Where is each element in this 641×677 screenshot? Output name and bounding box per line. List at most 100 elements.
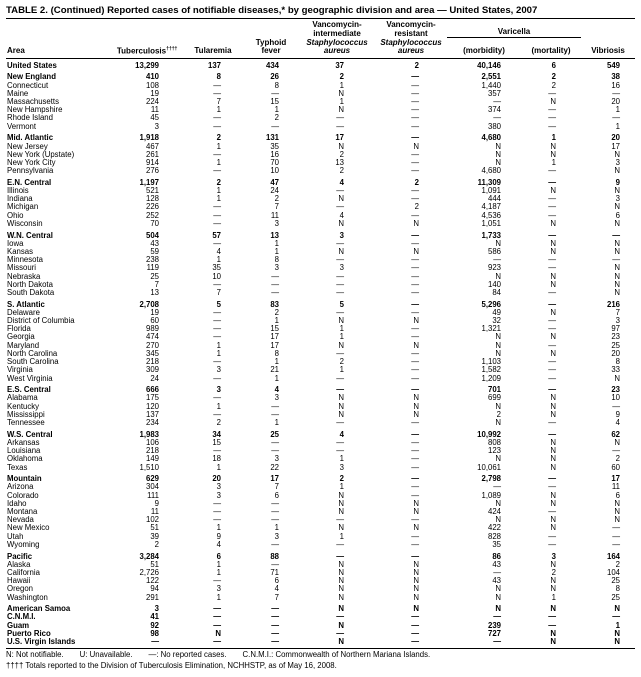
value-cell: N (215, 629, 221, 638)
value-cell: 1 (216, 256, 221, 265)
value-cell: 444 (487, 195, 501, 204)
value-cell: — (612, 402, 621, 411)
value-cell: 3 (274, 455, 279, 464)
value-cell: — (411, 211, 419, 220)
value-cell: 1 (216, 195, 221, 204)
value-cell: — (548, 203, 557, 212)
value-cell: N (413, 394, 419, 403)
value-cell: N (299, 638, 375, 650)
value-cell: — (411, 532, 419, 541)
value-cell: N (550, 142, 557, 151)
table-row: North Carolina 345 1 8 — — N N 20 (6, 350, 635, 358)
value-cell: — (336, 256, 344, 265)
value-cell: 1 (339, 325, 344, 334)
area-cell: New Hampshire (7, 106, 63, 115)
value-cell: — (213, 447, 221, 456)
value-cell: — (411, 447, 419, 456)
value-cell: 1 (274, 358, 279, 367)
value-cell: — (271, 508, 279, 517)
value-cell: — (271, 272, 279, 281)
value-cell: — (411, 272, 419, 281)
value-cell: — (411, 239, 419, 248)
value-cell: — (612, 447, 621, 456)
value-cell: 2 (615, 560, 621, 569)
table-title: TABLE 2. (Continued) Reported cases of n… (6, 5, 538, 16)
value-cell: N (550, 98, 557, 106)
value-cell: 3 (274, 264, 279, 273)
value-cell: 131 (265, 133, 279, 143)
value-cell: 1 (615, 122, 621, 131)
value-cell: 2 (216, 177, 221, 187)
value-cell: N (338, 247, 344, 256)
value-cell: 1 (274, 374, 279, 383)
value-cell: 2 (375, 58, 447, 70)
value-cell: 1 (339, 333, 344, 342)
value-cell: 3 (551, 551, 557, 561)
value-cell: 4 (615, 419, 621, 428)
value-cell: 60 (150, 317, 159, 326)
value-cell: — (336, 447, 344, 456)
value-cell: 13,299 (111, 58, 183, 70)
value-cell: N (495, 455, 501, 464)
value-cell: 97 (611, 325, 621, 334)
value-cell: 7 (274, 593, 279, 602)
value-cell: 92 (150, 621, 159, 630)
table-row: E.N. Central 1,197 2 47 4 2 11,309 — 9 (6, 175, 635, 187)
value-cell: — (493, 98, 501, 106)
value-cell: — (411, 150, 419, 159)
value-cell: N (413, 219, 419, 228)
col-header-varicella-morbidity: (morbidity) (463, 46, 505, 56)
value-cell: N (550, 560, 557, 569)
value-cell: — (411, 114, 419, 123)
value-cell: 2 (274, 308, 279, 317)
value-cell: 137 (145, 410, 159, 419)
value-cell: — (271, 410, 279, 419)
value-cell: 291 (145, 593, 159, 602)
value-cell: N (338, 89, 344, 98)
table-row: W.S. Central 1,983 34 25 4 — 10,992 — 62 (6, 427, 635, 439)
value-cell: 23 (611, 333, 621, 342)
value-cell: N (550, 463, 557, 472)
value-cell: — (336, 419, 344, 428)
value-cell: — (271, 402, 279, 411)
value-cell: — (411, 429, 419, 439)
table-row: New England 410 8 26 2 — 2,551 2 38 (6, 70, 635, 82)
value-cell: 84 (492, 288, 501, 297)
table-row: Florida 989 — 15 1 — 1,321 — 97 (6, 325, 635, 333)
value-cell: 60 (611, 463, 621, 472)
value-cell: 1 (216, 593, 221, 602)
value-cell: — (411, 474, 419, 484)
value-cell: — (411, 333, 419, 342)
table-row: Pacific 3,284 6 88 — — 86 3 164 (6, 549, 635, 561)
value-cell: N (550, 455, 557, 464)
area-cell: E.S. Central (7, 385, 51, 395)
value-cell: — (612, 540, 621, 549)
value-cell: — (183, 638, 243, 650)
value-cell: 4,680 (481, 133, 501, 143)
table-row: Kansas 59 4 1 N N 586 N N (6, 248, 635, 256)
header-row-sub: (morbidity) (mortality) (6, 38, 635, 59)
value-cell: 239 (487, 621, 501, 630)
value-cell: — (411, 438, 419, 447)
value-cell: — (213, 325, 221, 334)
value-cell: 2 (551, 72, 557, 82)
daggers-superscript: †††† (166, 45, 178, 52)
value-cell: N (614, 516, 621, 525)
value-cell: — (548, 366, 557, 375)
value-cell: — (271, 540, 279, 549)
value-cell: — (213, 317, 221, 326)
area-cell: Minnesota (7, 256, 43, 265)
area-cell: Maine (7, 89, 29, 98)
value-cell: N (495, 585, 501, 594)
table-row: California 2,726 1 71 N N — 2 104 (6, 569, 635, 577)
value-cell: 10 (270, 167, 279, 176)
value-cell: 226 (145, 203, 159, 212)
value-cell: 62 (611, 429, 621, 439)
header-line: intermediate (313, 28, 361, 38)
value-cell: 1 (216, 106, 221, 115)
area-cell: Colorado (7, 491, 39, 500)
value-cell: 15 (270, 98, 279, 106)
value-cell: — (548, 264, 557, 273)
table-row: Pennsylvania 276 — 10 2 — 4,680 — N (6, 167, 635, 175)
table-row: Virginia 309 3 21 1 — 1,582 — 33 (6, 366, 635, 374)
